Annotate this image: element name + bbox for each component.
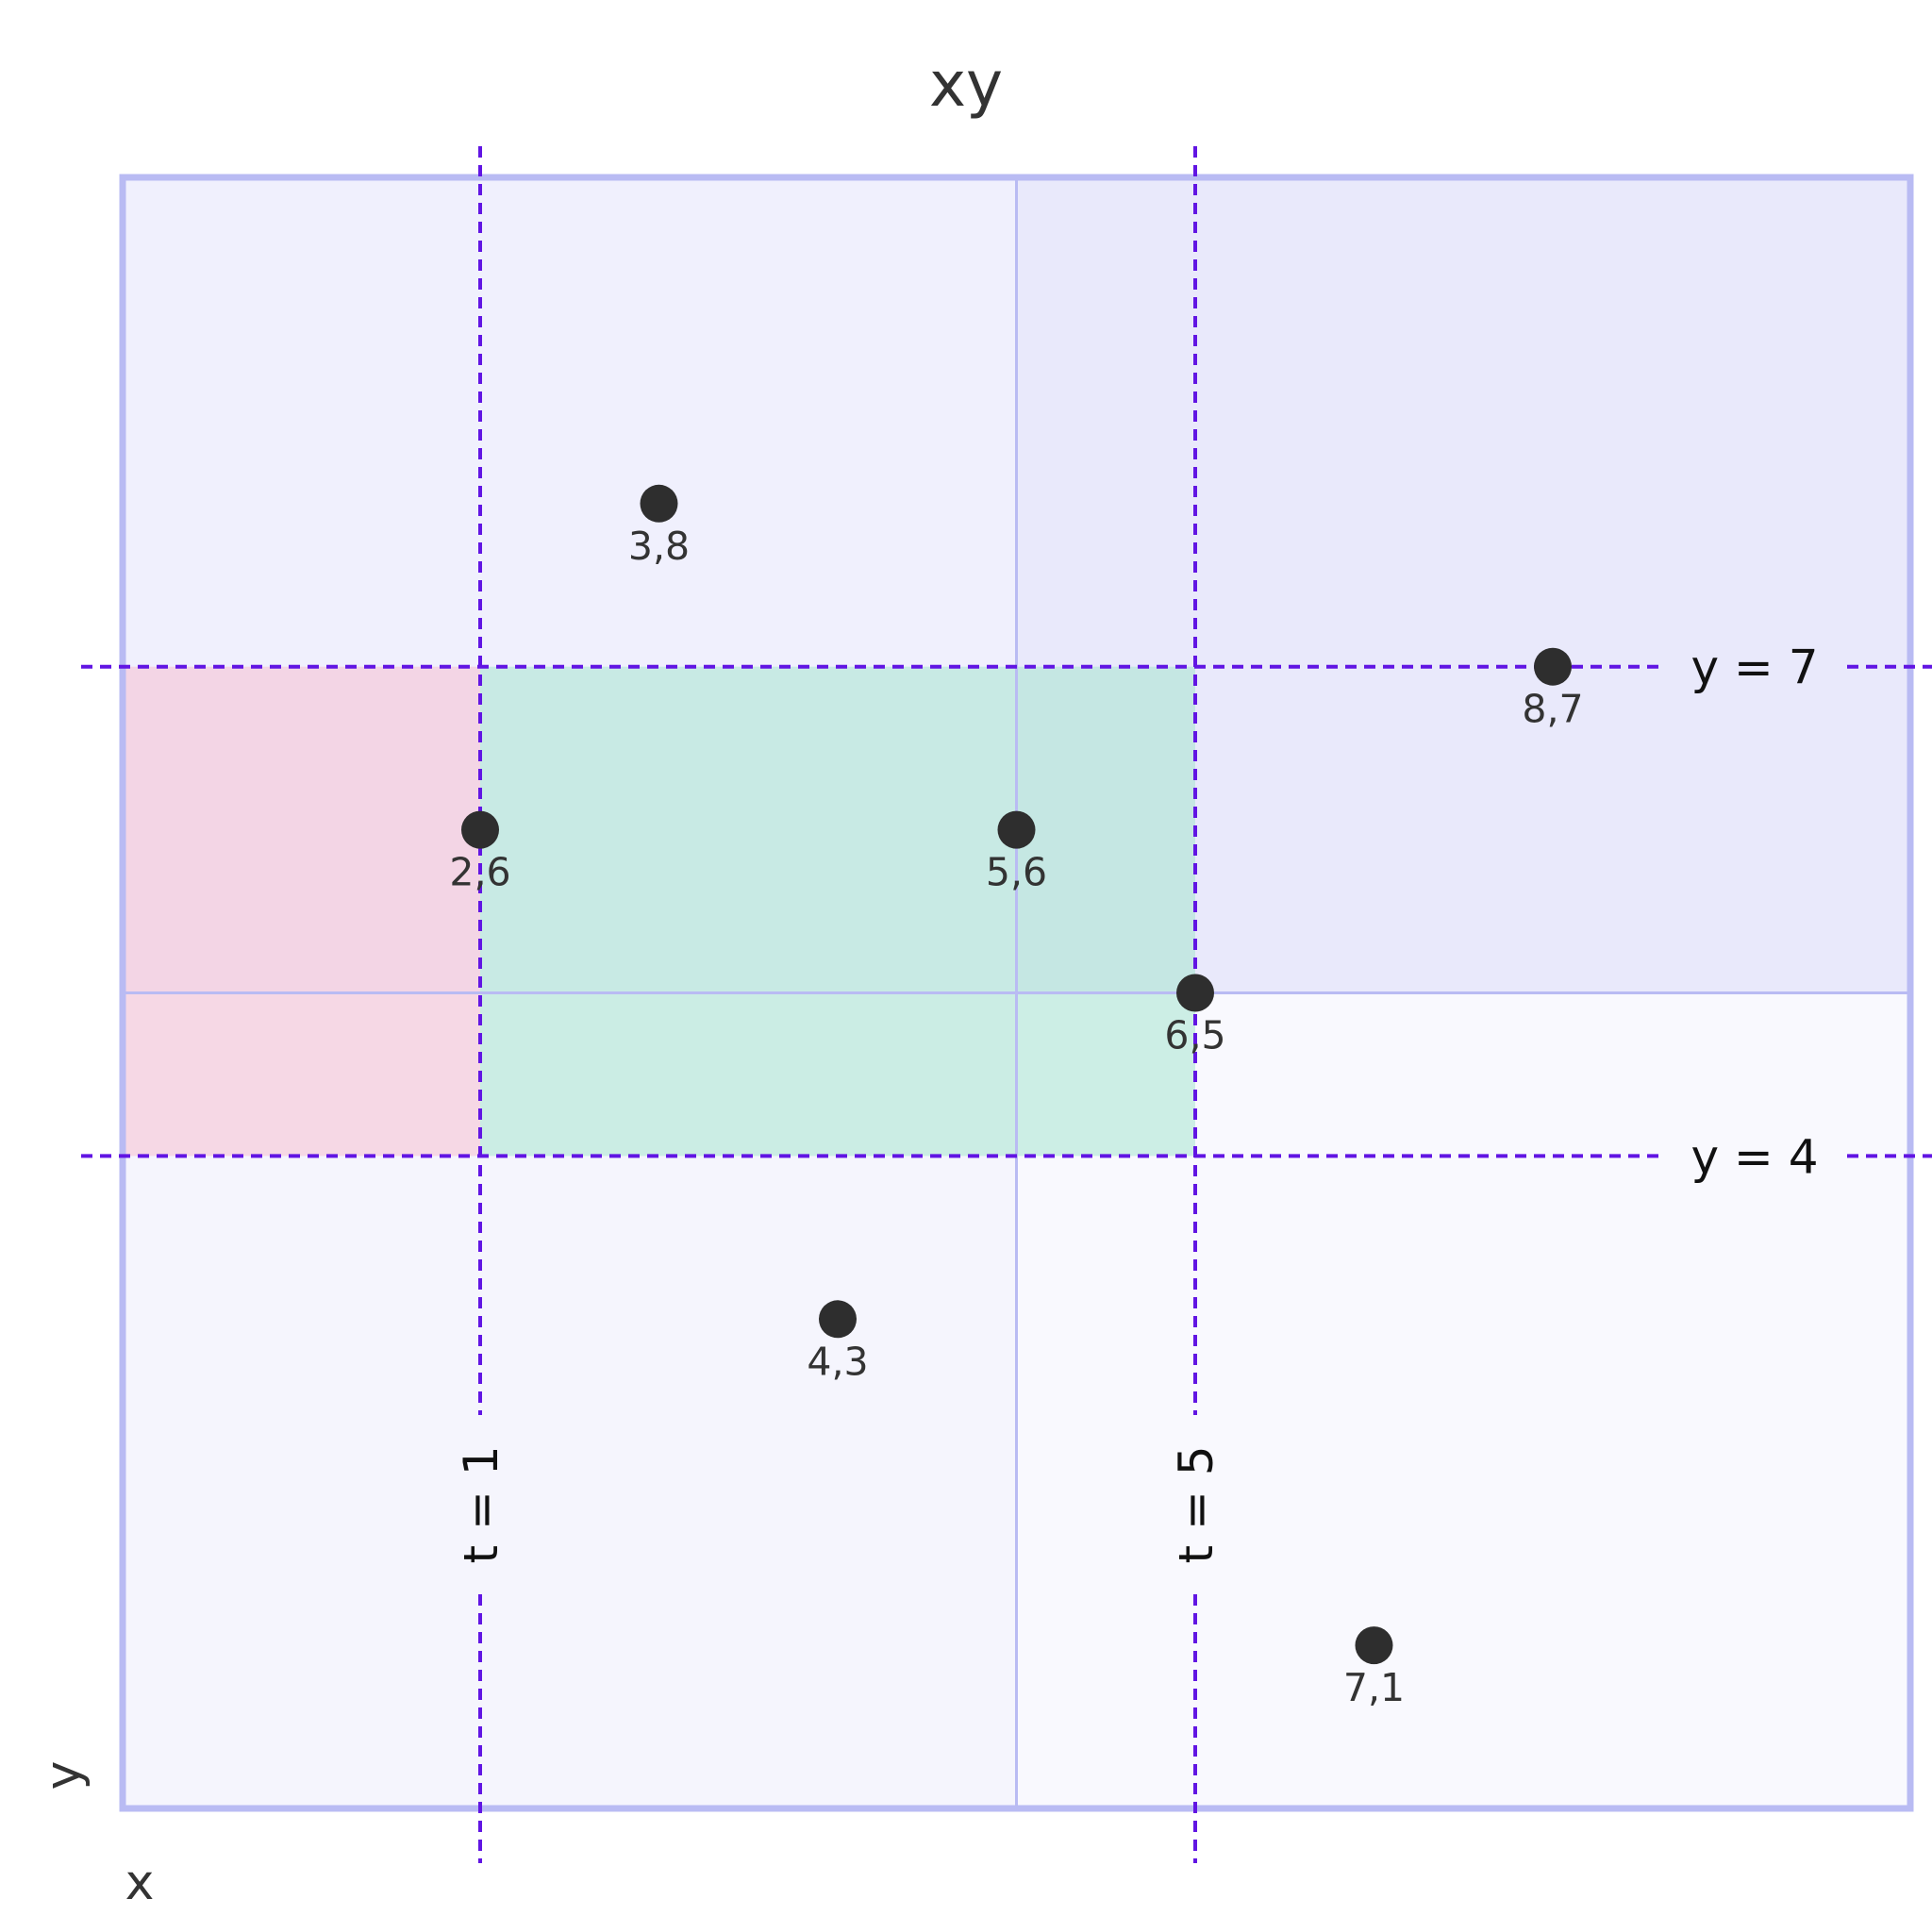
data-point: [461, 810, 499, 849]
data-point-label: 5,6: [986, 850, 1047, 895]
y-axis-label: y: [35, 1761, 92, 1790]
horizontal-line-label: y = 7: [1690, 641, 1818, 695]
region-pink: [123, 666, 480, 1157]
data-point-label: 8,7: [1522, 687, 1583, 732]
data-point: [997, 810, 1036, 849]
data-point: [640, 484, 678, 523]
vertical-line-label: t = 1: [454, 1445, 508, 1563]
data-point-label: 3,8: [628, 524, 690, 569]
data-point: [819, 1300, 857, 1339]
x-axis-label: x: [125, 1855, 155, 1911]
data-point: [1176, 974, 1214, 1012]
data-point: [1355, 1626, 1393, 1665]
region-teal: [480, 666, 1195, 1157]
data-point-label: 4,3: [807, 1339, 868, 1384]
horizontal-line-label: y = 4: [1690, 1129, 1818, 1184]
vertical-line-label: t = 5: [1169, 1445, 1224, 1563]
data-point: [1534, 647, 1572, 686]
plot-frame: [119, 174, 1914, 1812]
data-point-label: 2,6: [449, 850, 510, 895]
data-point-label: 6,5: [1164, 1013, 1225, 1058]
diagram-title: xy: [929, 48, 1003, 121]
data-point-label: 7,1: [1343, 1665, 1405, 1710]
